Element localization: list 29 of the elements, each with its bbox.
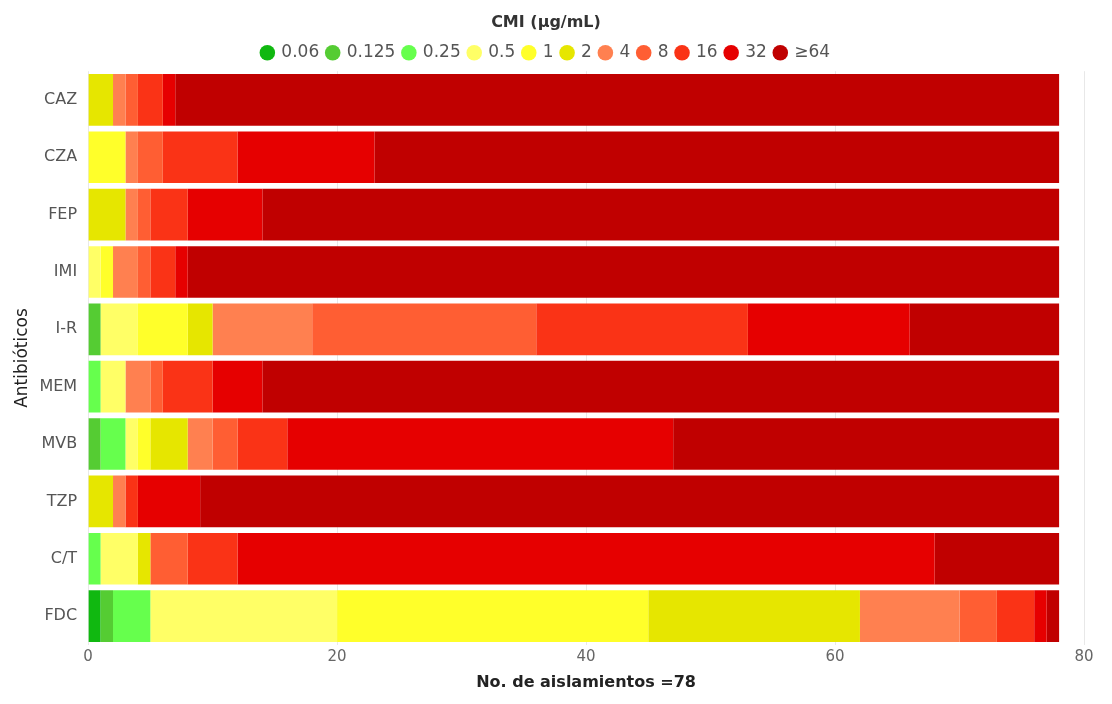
y-tick-label: FEP [48,203,78,223]
y-tick-label: C/T [50,547,78,567]
x-tick-label: 60 [825,646,845,665]
x-axis-title: No. de aislamientos =78 [476,671,696,691]
x-tick-label: 0 [83,646,93,665]
legend-label: 32 [745,41,767,62]
y-tick-label: MVB [41,433,78,453]
x-tick-label: 80 [1074,646,1094,665]
legend-label: 16 [696,41,718,62]
y-tick-label: IMI [53,261,78,281]
legend-label: 2 [581,41,592,62]
legend-label: 4 [619,41,631,62]
legend-label: 1 [542,41,554,62]
x-tick-label: 40 [576,646,596,665]
y-tick-label: I-R [55,318,78,338]
legend-title: CMI (µg/mL) [491,12,601,32]
legend-label: 0.5 [488,41,516,62]
y-tick-label: CZA [44,146,78,166]
y-tick-label: MEM [39,375,78,395]
y-tick-label: TZP [45,490,78,510]
y-tick-label: CAZ [44,89,78,109]
legend-label: 0.125 [346,41,396,62]
legend-label: 0.25 [422,41,461,62]
legend-label: 0.06 [281,41,320,62]
x-tick-label: 20 [327,646,347,665]
y-axis-title: Antibióticos [10,308,31,408]
legend-label: 8 [657,41,669,62]
legend-label: ≥64 [794,41,831,62]
y-tick-label: FDC [44,605,78,625]
